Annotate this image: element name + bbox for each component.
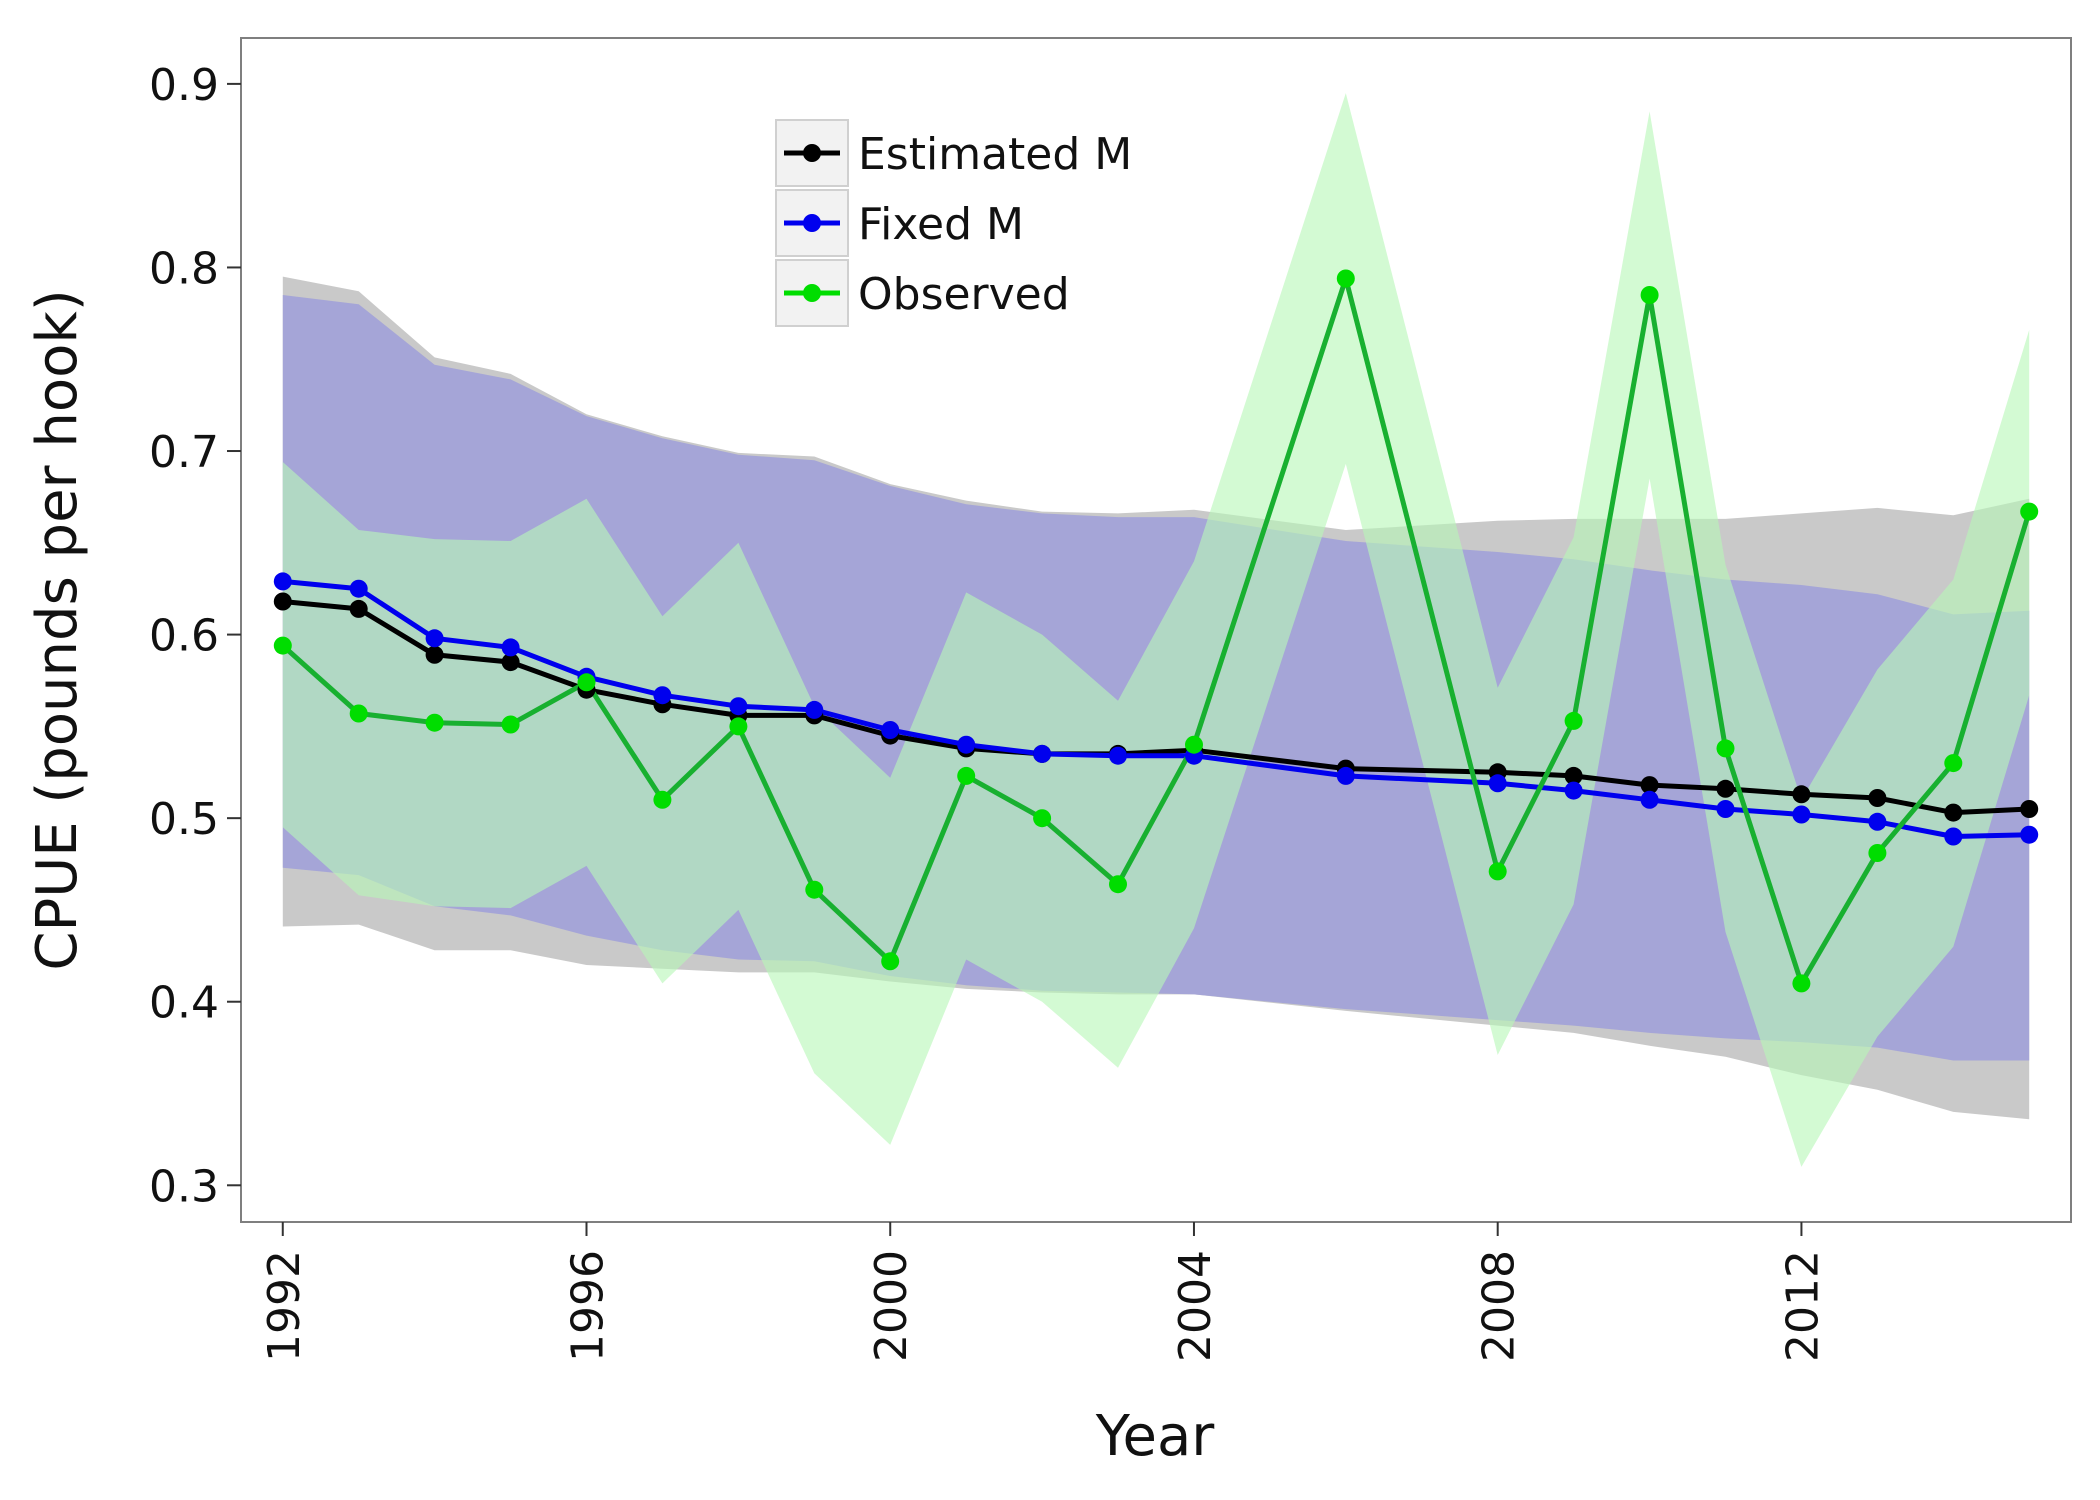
point-observed [577,673,596,692]
band-observed [282,93,2030,1167]
point-observed [1336,269,1355,288]
point-observed [1185,735,1203,754]
point-fixed-m [805,700,824,719]
plot-panel-border [240,37,2072,1223]
y-tick-label: 0.9 [149,60,219,111]
point-observed [653,790,672,809]
point-estimated-m [1640,776,1659,795]
point-observed [501,715,520,734]
y-axis-title: CPUE (pounds per hook) [25,289,90,970]
point-fixed-m [1868,812,1887,831]
legend-label-estimated-m: Estimated M [858,129,1132,180]
point-observed [1488,862,1507,881]
point-fixed-m [881,721,900,739]
point-fixed-m [425,629,444,648]
point-fixed-m [1488,774,1507,793]
x-axis: 1992 1996 2000 2004 2008 2012 [259,1222,1828,1362]
point-fixed-m [1792,805,1811,824]
point-estimated-m [349,599,368,618]
point-estimated-m [1716,779,1735,798]
point-fixed-m [2020,825,2039,844]
y-axis: 0.3 0.4 0.5 0.6 0.7 0.8 0.9 [149,60,241,1212]
legend-key-point [803,144,821,162]
point-observed [729,717,748,736]
legend-key-point [803,284,821,302]
point-estimated-m [1792,785,1811,804]
line-observed [281,276,2032,986]
point-observed [2020,502,2039,521]
series-points [273,269,2039,993]
y-tick-label: 0.7 [149,427,219,478]
point-estimated-m [1564,766,1583,785]
y-tick-label: 0.6 [149,611,219,662]
point-observed [349,704,368,723]
point-fixed-m [501,638,520,657]
x-axis-title: Year [1095,1404,1216,1469]
y-tick-label: 0.3 [149,1161,219,1212]
point-estimated-m [1944,803,1963,822]
point-estimated-m [425,645,444,664]
point-observed [1640,286,1659,304]
x-tick-label: 2012 [1777,1250,1828,1362]
y-tick-label: 0.5 [149,794,219,845]
point-estimated-m [273,592,292,611]
y-tick-label: 0.8 [149,243,219,294]
x-tick-label: 1992 [259,1250,310,1362]
legend: Estimated M Fixed M Observed [775,119,1132,327]
point-fixed-m [349,579,368,598]
point-estimated-m [1868,789,1887,807]
x-tick-label: 2004 [1170,1250,1221,1362]
point-fixed-m [273,572,292,591]
confidence-bands [282,93,2030,1167]
x-tick-label: 2000 [866,1250,917,1362]
point-observed [1944,754,1963,773]
point-observed [425,713,444,732]
point-fixed-m [957,735,976,754]
x-tick-label: 1996 [563,1250,614,1362]
point-observed [273,636,292,655]
x-tick-label: 2008 [1474,1250,1525,1362]
point-observed [1792,974,1811,993]
point-fixed-m [653,686,672,705]
point-observed [1868,844,1887,862]
point-fixed-m [1640,790,1659,809]
point-observed [1716,739,1735,758]
point-fixed-m [1944,827,1963,846]
legend-label-fixed-m: Fixed M [858,199,1024,250]
legend-key-point [803,214,821,232]
point-observed [805,880,824,899]
point-observed [1033,809,1052,828]
point-observed [957,766,976,785]
point-observed [1564,711,1583,730]
y-tick-label: 0.4 [149,978,219,1029]
legend-label-observed: Observed [858,269,1070,320]
point-fixed-m [1033,744,1052,763]
point-observed [881,952,900,971]
point-fixed-m [1564,781,1583,800]
point-fixed-m [1336,766,1355,785]
series-lines [281,276,2032,986]
point-fixed-m [1716,800,1735,818]
point-estimated-m [501,653,520,672]
point-estimated-m [2020,800,2039,818]
point-fixed-m [1109,746,1127,765]
point-fixed-m [729,697,748,716]
point-observed [1109,875,1127,894]
line-fixed-m [282,578,2030,839]
